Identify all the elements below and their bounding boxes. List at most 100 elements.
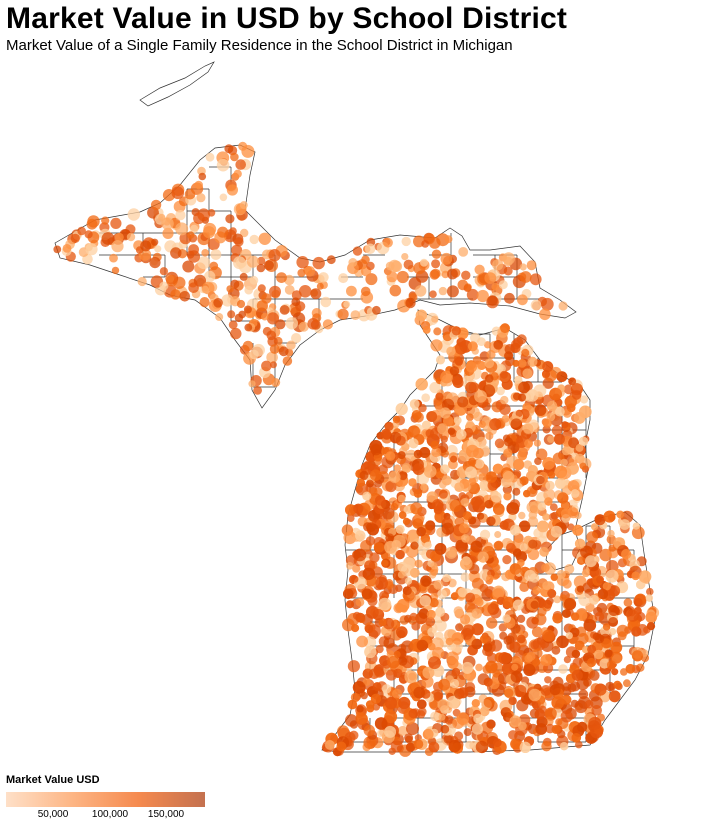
district-dot (421, 240, 430, 248)
district-dot (523, 423, 534, 434)
district-dot (492, 463, 504, 474)
district-dot (461, 534, 470, 543)
district-dot (536, 475, 545, 485)
district-dot (216, 158, 230, 172)
legend-title: Market Value USD (6, 774, 100, 786)
district-dot (312, 256, 325, 270)
district-dot (425, 520, 436, 531)
district-dot (413, 489, 423, 498)
district-dot (555, 477, 566, 489)
district-dot (500, 370, 508, 379)
district-dot (429, 381, 441, 394)
district-dot (402, 586, 412, 596)
district-dot (512, 599, 524, 611)
district-dot (430, 440, 439, 450)
district-dot (420, 483, 428, 491)
district-dot (579, 405, 592, 419)
district-dot (398, 471, 408, 481)
district-dot (556, 635, 569, 649)
district-dot (159, 281, 169, 291)
district-dot (441, 475, 452, 486)
district-dot (405, 297, 416, 309)
district-dot (219, 193, 228, 202)
district-dot (578, 436, 589, 446)
district-dot (493, 340, 504, 350)
district-dot (512, 487, 521, 496)
district-dot (633, 607, 642, 615)
district-dot (282, 356, 293, 366)
district-dot (184, 188, 196, 200)
district-dot (506, 542, 516, 553)
district-dot (492, 259, 504, 271)
district-dot (422, 728, 434, 740)
district-dot (579, 462, 587, 470)
district-dot (213, 298, 223, 308)
district-dot (429, 598, 439, 608)
district-dot (454, 731, 464, 741)
district-dot (372, 305, 381, 315)
district-dot (620, 668, 628, 676)
district-dot (532, 658, 541, 667)
district-dot (479, 706, 490, 717)
district-dot (631, 526, 645, 540)
district-dot (249, 275, 259, 285)
district-dot (395, 549, 405, 560)
district-dot (194, 180, 203, 190)
district-dot (544, 497, 553, 506)
district-dot (353, 503, 364, 514)
district-dot (623, 679, 631, 688)
district-dot (385, 261, 395, 271)
district-dot (296, 256, 309, 269)
district-dot (450, 455, 458, 463)
district-dot (396, 270, 409, 284)
district-dot (508, 730, 518, 740)
district-dot (519, 271, 532, 283)
district-dot (347, 514, 355, 522)
district-dot (161, 217, 174, 230)
district-dot (558, 664, 568, 674)
district-dot (448, 549, 457, 558)
district-dot (432, 647, 445, 660)
district-dot (349, 730, 359, 740)
district-dot (114, 232, 124, 242)
district-dot (475, 663, 483, 672)
district-dot (373, 542, 385, 553)
district-dot (395, 603, 405, 613)
district-dot (514, 684, 527, 697)
district-dot (539, 308, 551, 321)
district-dot (466, 413, 474, 422)
district-dot (225, 214, 235, 224)
district-dot (531, 626, 543, 638)
district-dot (548, 471, 556, 479)
district-dot (310, 288, 322, 300)
district-dot (413, 739, 424, 749)
district-dot (463, 728, 472, 737)
district-dot (374, 479, 383, 488)
district-dot (372, 608, 385, 621)
district-dot (588, 716, 602, 730)
district-dot (498, 280, 508, 290)
district-dot (389, 284, 402, 297)
district-dot (504, 437, 513, 447)
district-dot (456, 429, 467, 440)
district-dot (502, 471, 515, 483)
district-dot (230, 152, 239, 162)
district-dot (285, 317, 298, 330)
district-dot (170, 247, 182, 259)
chart-subtitle: Market Value of a Single Family Residenc… (6, 37, 513, 54)
district-dot (407, 425, 420, 438)
district-dot (438, 489, 448, 499)
district-dot (441, 270, 450, 279)
district-dot (608, 690, 621, 703)
district-dot (433, 327, 442, 336)
district-dot (396, 626, 408, 638)
district-dot (585, 555, 597, 568)
district-dot (485, 431, 494, 440)
district-dot (484, 358, 495, 369)
district-dot (362, 677, 371, 687)
district-dot (457, 396, 469, 408)
district-dot (386, 271, 398, 283)
district-dot (560, 710, 573, 723)
district-dot (452, 377, 464, 388)
district-dot (455, 623, 464, 632)
